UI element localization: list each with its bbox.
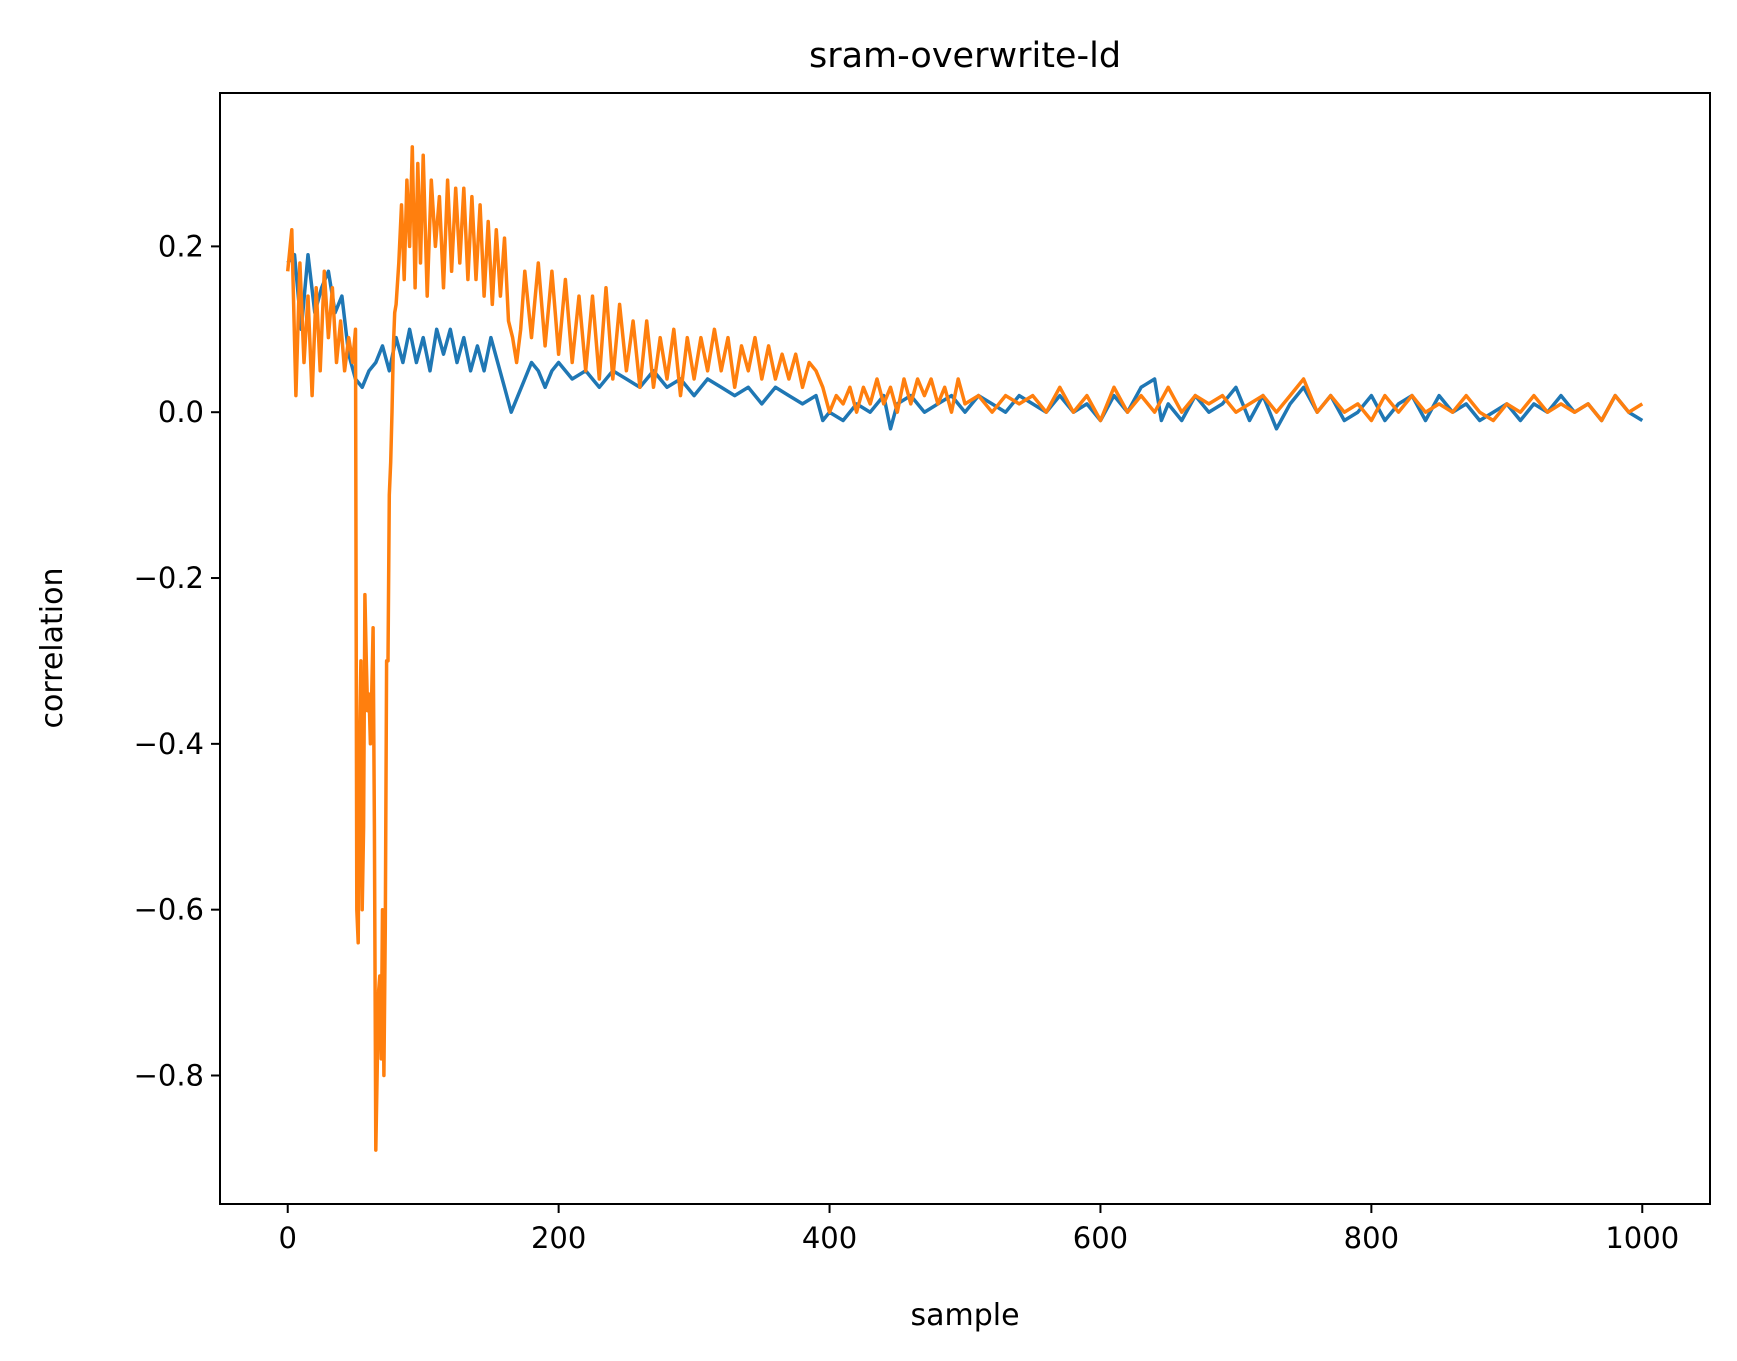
y-tick-label: −0.8 bbox=[134, 1058, 204, 1092]
series-line-1 bbox=[286, 252, 1644, 431]
plot-lines bbox=[285, 145, 1644, 1152]
y-tick-label: 0.2 bbox=[158, 229, 204, 263]
x-axis-label: sample bbox=[910, 1298, 1019, 1333]
series-line-2 bbox=[285, 145, 1644, 1152]
y-axis-ticks: 0.2 0.0 −0.2 −0.4 −0.6 −0.8 bbox=[134, 229, 220, 1092]
x-tick-label: 600 bbox=[1073, 1221, 1128, 1255]
y-tick-label: −0.4 bbox=[134, 727, 204, 761]
x-tick-label: 800 bbox=[1344, 1221, 1399, 1255]
y-tick-label: 0.0 bbox=[158, 395, 204, 429]
x-tick-label: 1000 bbox=[1605, 1221, 1679, 1255]
chart-title: sram-overwrite-ld bbox=[809, 36, 1121, 76]
x-tick-label: 200 bbox=[531, 1221, 586, 1255]
x-axis-ticks: 0 200 400 600 800 1000 bbox=[279, 1204, 1679, 1255]
y-axis-label: correlation bbox=[35, 568, 70, 729]
y-tick-label: −0.6 bbox=[134, 893, 204, 927]
x-tick-label: 0 bbox=[279, 1221, 297, 1255]
y-tick-label: −0.2 bbox=[134, 561, 204, 595]
plot-frame bbox=[219, 92, 1711, 1205]
x-tick-label: 400 bbox=[802, 1221, 857, 1255]
